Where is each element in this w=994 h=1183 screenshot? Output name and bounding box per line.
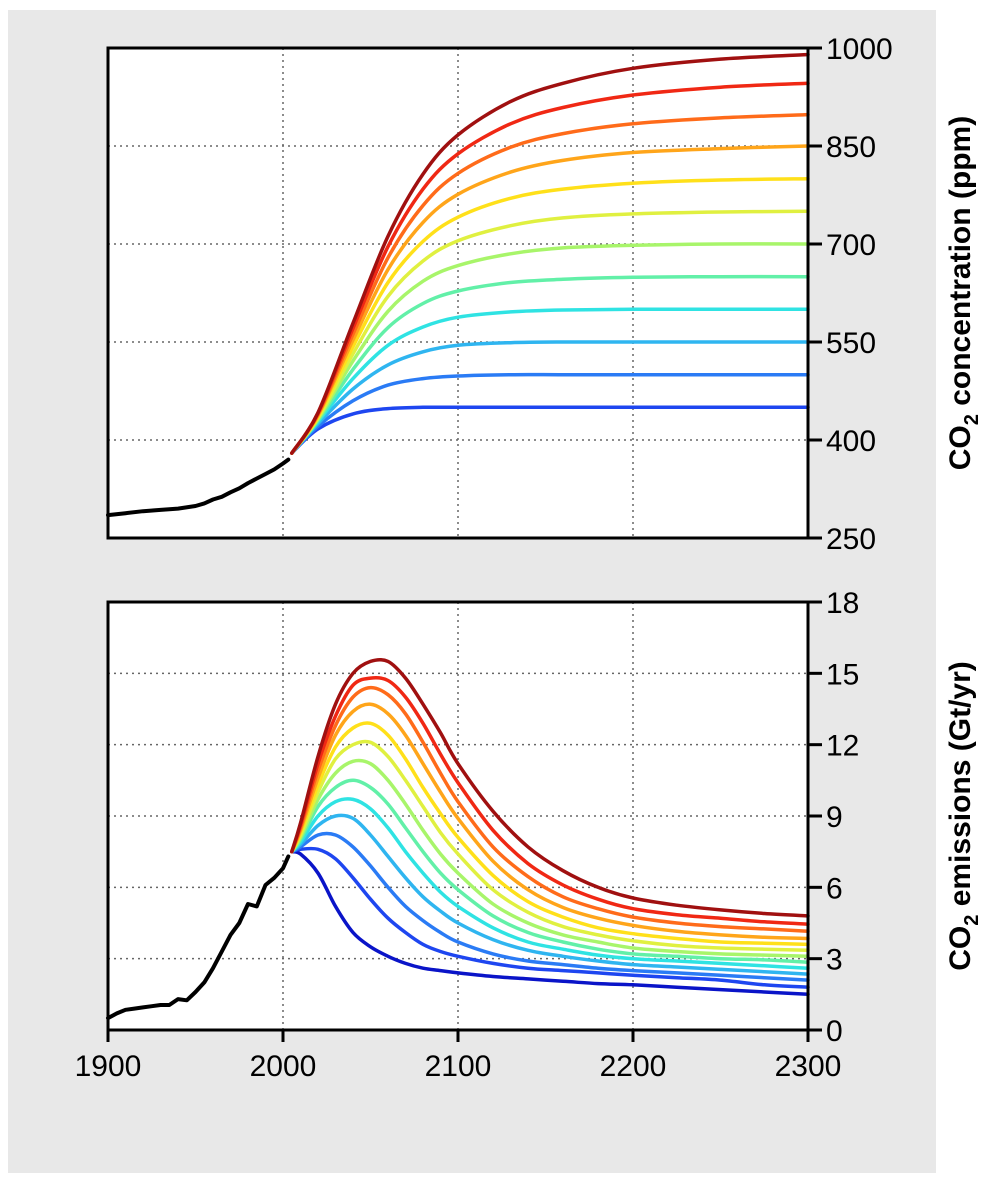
- scenario-line-1: [290, 849, 810, 997]
- y-tick-label: 15: [826, 658, 859, 691]
- y-tick-label: 250: [826, 523, 876, 556]
- y-tick-label: 0: [826, 1015, 843, 1048]
- scenario-line-6: [290, 242, 810, 455]
- scenario-line-3: [290, 831, 810, 982]
- y-axis-label: CO2 concentration (ppm): [944, 116, 983, 470]
- scenario-line-10: [290, 702, 810, 941]
- scenario-line-7: [290, 758, 810, 959]
- x-tick-label: 1900: [75, 1050, 142, 1083]
- scenario-line-3: [290, 340, 810, 455]
- scenario-line-8: [290, 176, 810, 455]
- y-tick-label: 400: [826, 425, 876, 458]
- scenario-line-6: [290, 778, 810, 964]
- y-tick-label: 3: [826, 944, 843, 977]
- y-tick-label: 850: [826, 131, 876, 164]
- scenario-line-5: [290, 797, 810, 970]
- y-tick-label: 12: [826, 730, 859, 763]
- y-axis-label: CO2 emissions (Gt/yr): [944, 661, 983, 971]
- scenario-line-4: [290, 813, 810, 976]
- y-tick-label: 9: [826, 801, 843, 834]
- y-tick-label: 18: [826, 587, 859, 620]
- scenario-line-13: [290, 657, 810, 918]
- chart-panel-2: 0 3 6 9 12 15 18 1900 2000 2100 2200 2300 CO2 emissi…: [75, 587, 983, 1083]
- scenario-line-2: [290, 846, 810, 989]
- y-tick-label: 550: [826, 327, 876, 360]
- scenario-line-1: [290, 405, 810, 455]
- y-tick-label: 6: [826, 872, 843, 905]
- chart-panel-1: 250 400 550 700 850 1000 CO2 concentration (pp…: [106, 33, 983, 556]
- scenario-line-5: [290, 274, 810, 455]
- plot-frame: [106, 46, 810, 540]
- x-tick-label: 2300: [775, 1050, 842, 1083]
- scenario-line-9: [290, 721, 810, 947]
- scenario-line-12: [290, 52, 810, 455]
- scenario-line-8: [290, 739, 810, 953]
- x-tick-label: 2000: [250, 1050, 317, 1083]
- historical-line: [106, 854, 291, 1021]
- scenario-line-2: [290, 372, 810, 455]
- scenario-line-4: [290, 307, 810, 455]
- scenario-line-7: [290, 209, 810, 455]
- y-tick-label: 1000: [826, 33, 893, 66]
- scenario-line-11: [290, 685, 810, 934]
- x-tick-label: 2200: [600, 1050, 667, 1083]
- y-tick-label: 700: [826, 229, 876, 262]
- scenario-line-12: [290, 675, 810, 926]
- x-tick-label: 2100: [425, 1050, 492, 1083]
- historical-line: [106, 457, 291, 518]
